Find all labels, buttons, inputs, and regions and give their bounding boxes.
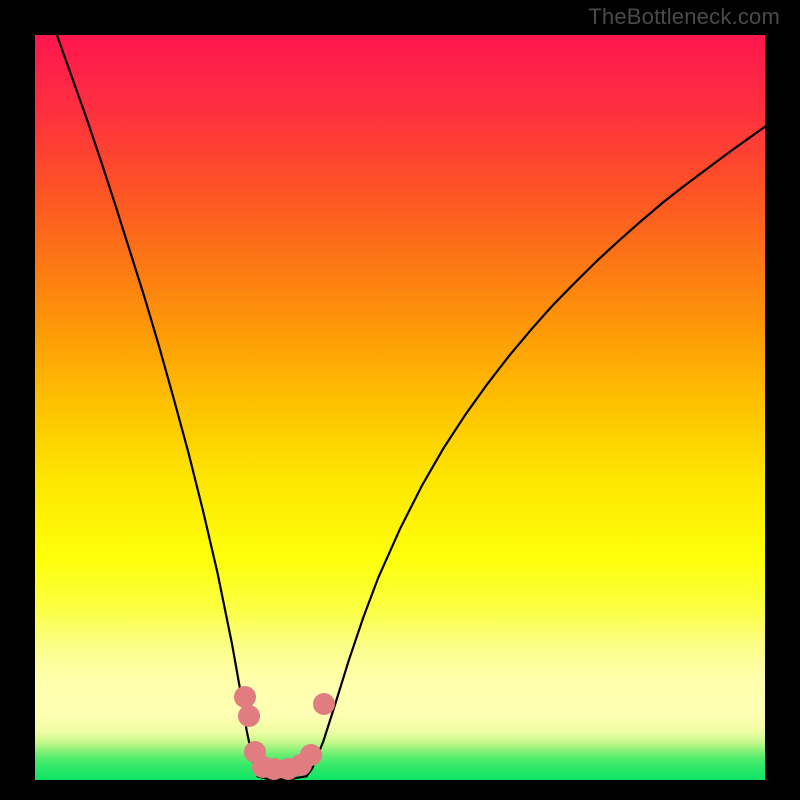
bottleneck-curve [35,35,765,780]
plot-area [35,35,765,780]
data-marker [313,693,335,715]
data-marker [300,744,322,766]
chart-frame: TheBottleneck.com [0,0,800,800]
data-marker [238,705,260,727]
data-marker [234,686,256,708]
watermark-text: TheBottleneck.com [588,4,780,30]
